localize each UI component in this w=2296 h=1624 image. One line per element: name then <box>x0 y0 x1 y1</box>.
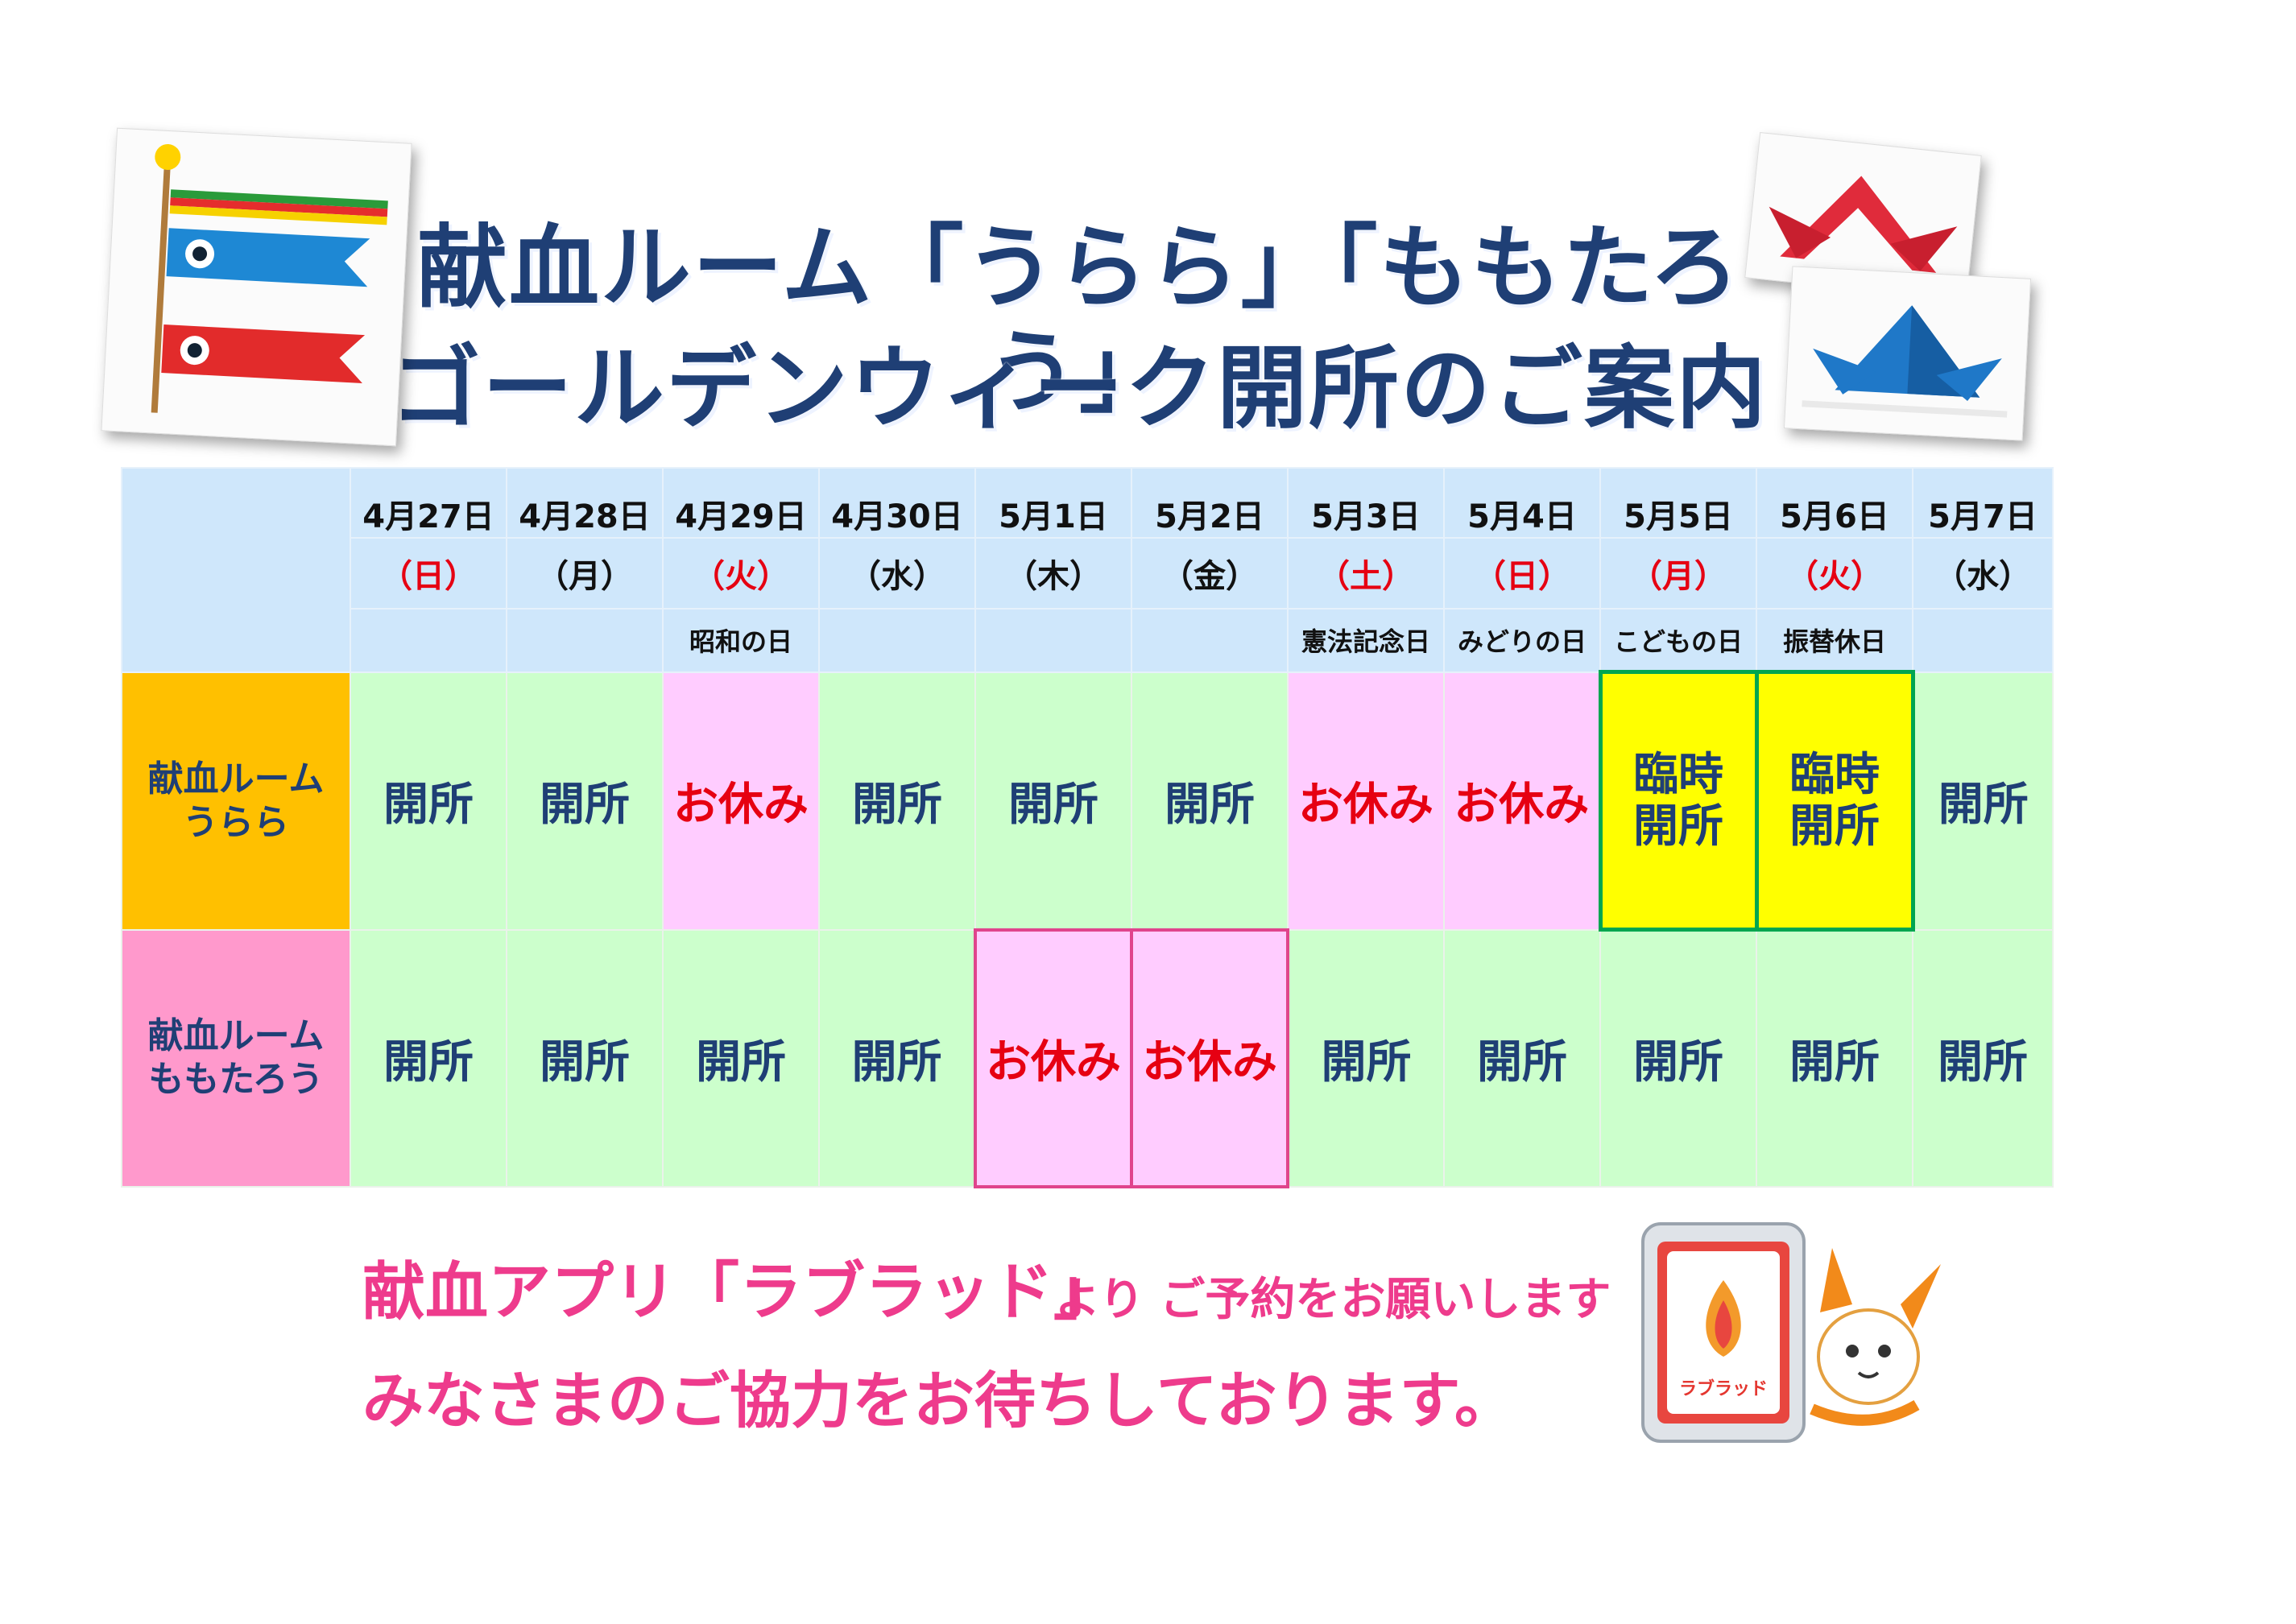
status-cell: 開所 <box>506 928 664 1188</box>
date-cell: 4月30日 <box>818 467 976 539</box>
status-cell: 開所 <box>1287 928 1445 1188</box>
date-cell: 4月27日 <box>350 467 507 539</box>
kabuto-blue-card <box>1783 266 2032 441</box>
schedule-table: 4月27日 4月28日 4月29日 4月30日 5月1日 5月2日 5月3日 5… <box>121 467 2054 1188</box>
status-cell: 開所 <box>506 671 664 931</box>
weekday-row: （日） （月） （火） （水） （木） （金） （土） （日） （月） （火） … <box>122 537 2054 610</box>
status-cell: 開所 <box>1599 928 1757 1188</box>
weekday-cell: （月） <box>506 537 664 610</box>
kabuto-blue-icon <box>1802 305 2008 418</box>
title-line-2: ゴールデンウィーク開所のご案内 <box>391 337 1768 441</box>
weekday-cell: （火） <box>1756 537 1913 610</box>
status-cell: 開所 <box>1443 928 1601 1188</box>
status-text-line2: 開所 <box>1633 800 1723 853</box>
status-cell: 開所 <box>1912 928 2054 1188</box>
room-label-urara: 献血ルーム うらら <box>121 671 351 931</box>
status-cell: 開所 <box>350 671 507 931</box>
date-cell: 5月7日 <box>1912 467 2054 539</box>
date-cell: 5月6日 <box>1756 467 1913 539</box>
title-line-1: 献血ルーム「うらら」「ももたろう」 <box>417 216 1741 425</box>
holiday-cell <box>350 608 507 673</box>
date-cell: 5月5日 <box>1599 467 1757 539</box>
weekday-cell: （月） <box>1599 537 1757 610</box>
date-cell: 5月4日 <box>1443 467 1601 539</box>
mascot-icon <box>1810 1248 1941 1426</box>
weekday-cell: （日） <box>1443 537 1601 610</box>
weekday-cell: （木） <box>974 537 1132 610</box>
message-app-name: 献血アプリ「ラブラッド」 <box>362 1256 1117 1329</box>
status-cell: 開所 <box>1912 671 2054 931</box>
holiday-cell: みどりの日 <box>1443 608 1601 673</box>
corner-cell <box>121 467 351 673</box>
status-cell: 開所 <box>350 928 507 1188</box>
status-cell: 開所 <box>1756 928 1913 1188</box>
weekday-cell: （土） <box>1287 537 1445 610</box>
app-logo-text: ラブラッド <box>1679 1378 1768 1399</box>
holiday-cell: 昭和の日 <box>662 608 820 673</box>
weekday-cell: （火） <box>662 537 820 610</box>
room-label-momotarou: 献血ルーム ももたろう <box>121 928 351 1188</box>
status-cell: 開所 <box>818 671 976 931</box>
date-cell: 4月29日 <box>662 467 820 539</box>
weekday-cell: （金） <box>1131 537 1289 610</box>
room-name-line2: うらら <box>183 801 289 843</box>
holiday-cell: 振替休日 <box>1756 608 1913 673</box>
holiday-cell <box>506 608 664 673</box>
status-cell-temporary: 臨時 開所 <box>1598 670 1759 932</box>
status-cell: お休み <box>1287 671 1445 931</box>
date-row: 4月27日 4月28日 4月29日 4月30日 5月1日 5月2日 5月3日 5… <box>121 467 2054 673</box>
status-cell: お休み <box>1130 928 1289 1188</box>
status-cell: お休み <box>662 671 820 931</box>
status-cell: 開所 <box>818 928 976 1188</box>
date-cell: 4月28日 <box>506 467 664 539</box>
holiday-cell <box>1131 608 1289 673</box>
room-row-urara: 献血ルーム うらら 開所 開所 お休み 開所 開所 開所 お休み お休み 臨時 … <box>121 670 2054 932</box>
date-cell: 5月1日 <box>974 467 1132 539</box>
status-cell-temporary: 臨時 開所 <box>1754 670 1915 932</box>
status-text-line1: 臨時 <box>1789 748 1880 801</box>
weekday-cell: （日） <box>350 537 507 610</box>
room-name-line1: 献血ルーム <box>147 1015 325 1056</box>
kabuto-red-icon <box>1769 176 1958 273</box>
koinobori-icon <box>151 144 388 413</box>
room-row-momotarou: 献血ルーム ももたろう 開所 開所 開所 開所 お休み お休み 開所 開所 開所… <box>121 928 2054 1188</box>
holiday-cell <box>818 608 976 673</box>
room-name-line1: 献血ルーム <box>147 758 325 800</box>
status-cell: お休み <box>974 928 1133 1188</box>
status-text-line1: 臨時 <box>1633 748 1723 801</box>
weekday-cell: （水） <box>1912 537 2054 610</box>
date-cell: 5月3日 <box>1287 467 1445 539</box>
holiday-cell <box>974 608 1132 673</box>
app-illustration: ラブラッド <box>1635 1216 1949 1449</box>
holiday-row: 昭和の日 憲法記念日 みどりの日 こどもの日 振替休日 <box>122 608 2054 673</box>
status-text-line2: 開所 <box>1789 800 1880 853</box>
holiday-cell: こどもの日 <box>1599 608 1757 673</box>
smartphone-icon: ラブラッド <box>1641 1222 1806 1443</box>
status-cell: お休み <box>1443 671 1601 931</box>
status-cell: 開所 <box>974 671 1132 931</box>
koinobori-card <box>101 127 412 447</box>
holiday-cell <box>1912 608 2054 673</box>
date-cell: 5月2日 <box>1131 467 1289 539</box>
room-name-line2: ももたろう <box>148 1059 324 1100</box>
weekday-cell: （水） <box>818 537 976 610</box>
message-thanks: みなさまのご協力をお待ちしております。 <box>362 1365 1516 1436</box>
status-cell: 開所 <box>1131 671 1289 931</box>
kabuto-red-card <box>1744 132 1982 301</box>
status-cell: 開所 <box>662 928 820 1188</box>
message-reservation: より ご予約をお願いします <box>1055 1274 1611 1326</box>
holiday-cell: 憲法記念日 <box>1287 608 1445 673</box>
